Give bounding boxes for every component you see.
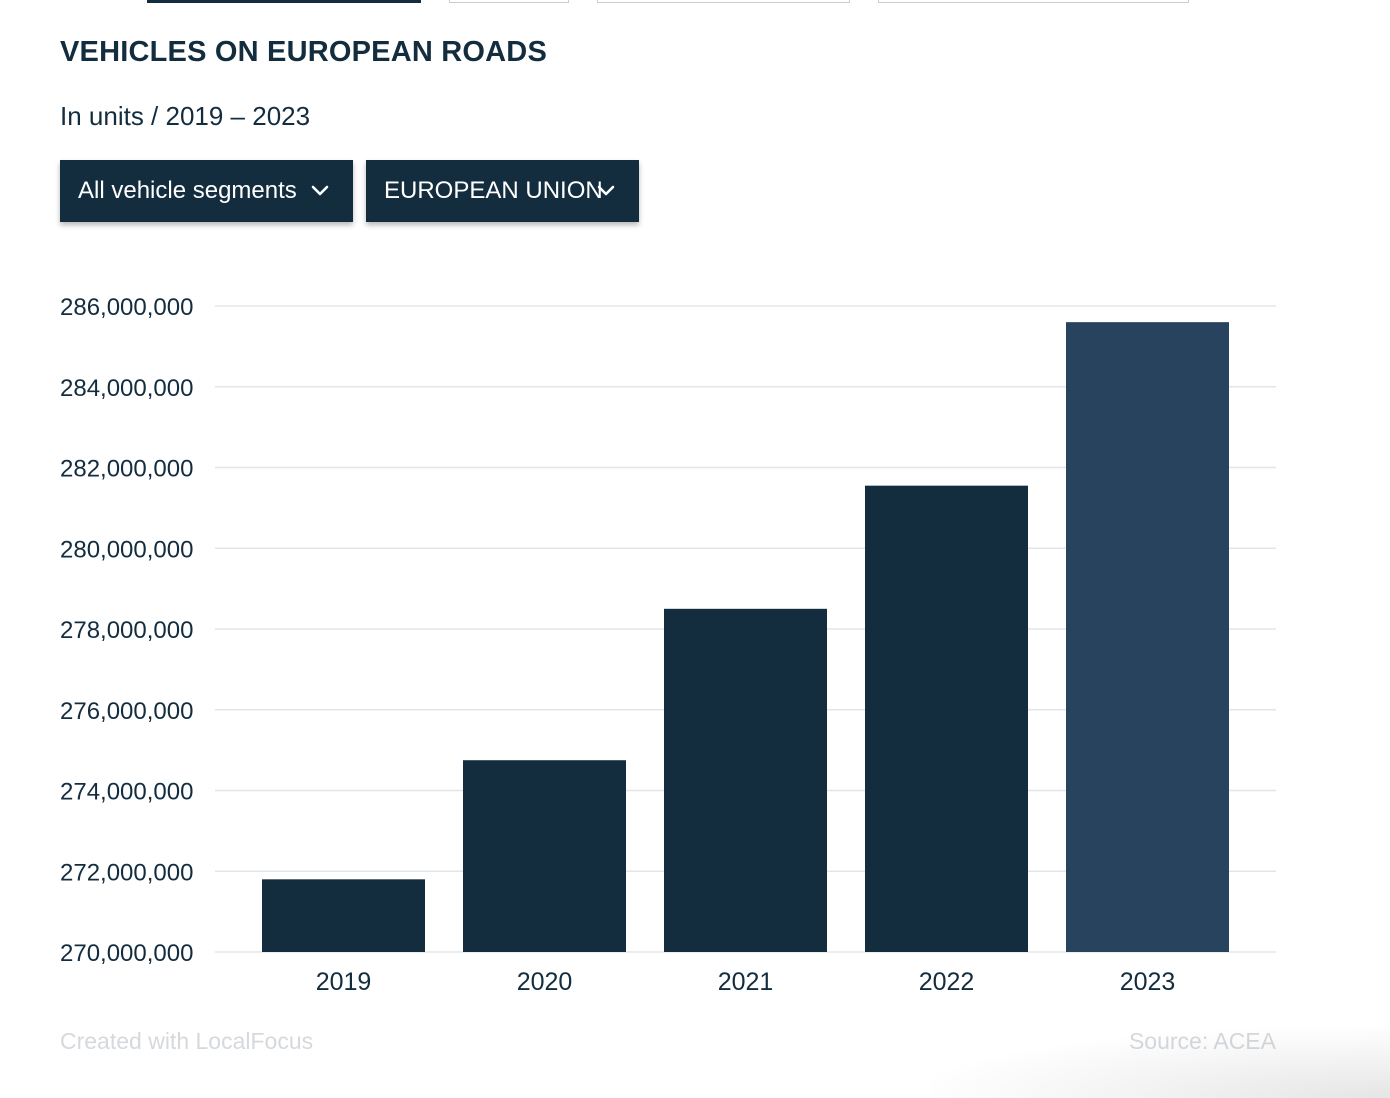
x-tick-label: 2022 [919, 968, 975, 996]
y-tick-label: 272,000,000 [60, 859, 193, 886]
x-tick-label: 2019 [316, 968, 372, 996]
x-tick-label: 2020 [517, 968, 573, 996]
region-dropdown-label: EUROPEAN UNION [384, 177, 603, 204]
y-tick-label: 278,000,000 [60, 617, 193, 644]
bar-2022[interactable] [865, 485, 1028, 952]
tab-4[interactable] [878, 0, 1189, 3]
y-tick-label: 276,000,000 [60, 698, 193, 725]
chart-title: VEHICLES ON EUROPEAN ROADS [60, 36, 547, 68]
chevron-down-icon [311, 185, 329, 196]
tab-2[interactable] [449, 0, 569, 3]
y-tick-label: 270,000,000 [60, 940, 193, 967]
y-tick-label: 284,000,000 [60, 375, 193, 402]
y-tick-label: 282,000,000 [60, 456, 193, 483]
x-tick-label: 2023 [1120, 968, 1176, 996]
bar-2020[interactable] [463, 760, 626, 952]
region-dropdown[interactable]: EUROPEAN UNION [366, 160, 639, 222]
segment-dropdown[interactable]: All vehicle segments [60, 160, 353, 222]
tab-active[interactable] [147, 0, 421, 3]
y-tick-label: 280,000,000 [60, 536, 193, 563]
y-tick-label: 286,000,000 [60, 294, 193, 321]
tab-3[interactable] [597, 0, 850, 3]
source-text: Source: ACEA [1128, 1028, 1276, 1054]
credit-text[interactable]: Created with LocalFocus [60, 1028, 314, 1054]
y-tick-label: 274,000,000 [60, 779, 193, 806]
segment-dropdown-label: All vehicle segments [78, 177, 297, 204]
bar-chart: 270,000,000 272,000,000 274,000,000 276,000… [60, 294, 1276, 996]
bar-2021[interactable] [664, 608, 827, 952]
bar-2019[interactable] [262, 879, 425, 952]
bar-2023[interactable] [1066, 322, 1229, 952]
x-tick-label: 2021 [718, 968, 774, 996]
chart-subtitle: In units / 2019 – 2023 [60, 101, 311, 131]
chevron-down-icon [597, 185, 615, 196]
